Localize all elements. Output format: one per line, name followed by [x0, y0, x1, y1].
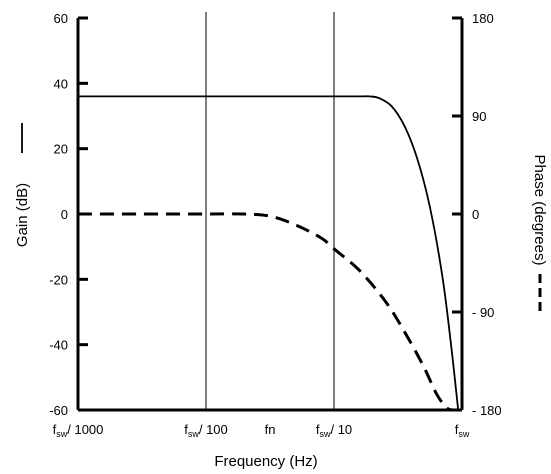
tick-marks: [78, 16, 462, 412]
x-tick-label-main: fn: [265, 422, 276, 437]
y-left-tick-label-5: -40: [49, 338, 68, 353]
x-tick-label-subscript: sw: [319, 429, 331, 439]
x-tick-label-main: f: [53, 422, 57, 437]
x-tick-label-main: f: [316, 422, 320, 437]
y-left-tick-label-2: 20: [54, 142, 68, 157]
x-tick-label-1: fsw/ 100: [184, 422, 228, 439]
x-tick-label-suffix: / 10: [330, 422, 352, 437]
series-lines: [78, 95, 460, 412]
y-left-tick-label-6: -60: [49, 403, 68, 418]
x-tick-label-main: f: [455, 422, 459, 437]
y-left-tick-label-4: -20: [49, 272, 68, 287]
x-tick-label-4: fsw: [455, 422, 470, 439]
y-right-tick-label-2: 0: [472, 207, 479, 222]
x-tick-label-0: fsw/ 1000: [53, 422, 104, 439]
x-tick-label-subscript: sw: [188, 429, 200, 439]
y-axis-right-title: Phase (degrees): [531, 155, 548, 266]
x-tick-label-3: fsw/ 10: [316, 422, 352, 439]
y-right-tick-label-4: - 180: [472, 403, 502, 418]
y-axis-left-title: Gain (dB): [14, 183, 31, 247]
series-line-gain: [78, 95, 460, 411]
x-tick-label-subscript: sw: [56, 429, 68, 439]
y-axis-right-title-group: Phase (degrees): [531, 155, 548, 314]
y-right-tick-label-1: 90: [472, 109, 486, 124]
x-tick-label-main: f: [184, 422, 188, 437]
x-tick-label-suffix: / 100: [199, 422, 228, 437]
grid-lines: [205, 12, 335, 410]
y-right-tick-label-0: 180: [472, 11, 494, 26]
y-left-tick-label-0: 60: [54, 11, 68, 26]
x-axis-title: Frequency (Hz): [214, 453, 317, 470]
y-right-tick-label-3: - 90: [472, 305, 494, 320]
series-line-phase: [78, 212, 454, 412]
y-left-tick-label-3: 0: [61, 207, 68, 222]
x-tick-label-subscript: sw: [458, 429, 470, 439]
y-left-tick-label-1: 40: [54, 76, 68, 91]
x-tick-label-suffix: / 1000: [67, 422, 103, 437]
x-tick-label-2: fn: [265, 422, 276, 437]
y-axis-left-title-group: Gain (dB): [14, 123, 31, 247]
